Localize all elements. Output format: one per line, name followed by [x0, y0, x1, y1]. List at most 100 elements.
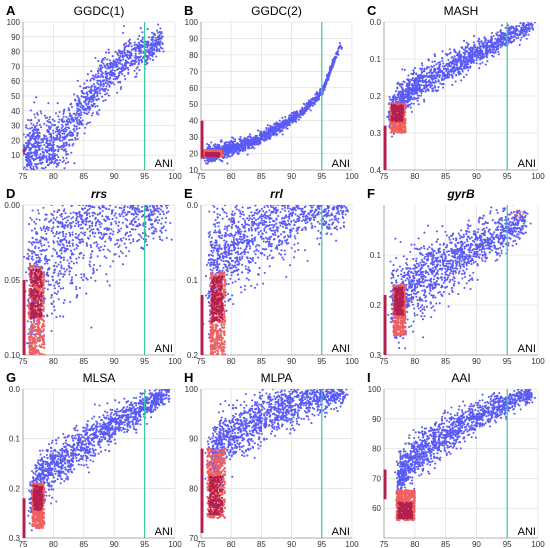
point-within-genus	[147, 43, 150, 46]
point-within-genus	[26, 163, 29, 166]
y-tick-label: 70	[11, 62, 20, 71]
point-within-genus	[410, 102, 413, 105]
point-within-genus	[33, 153, 36, 156]
point-within-genus	[310, 98, 313, 101]
point-within-genus	[67, 120, 70, 124]
point-within-genus	[101, 72, 104, 75]
point-within-genus	[24, 135, 27, 139]
point-within-genus	[501, 43, 505, 46]
point-within-genus	[454, 63, 457, 66]
point-within-genus	[244, 143, 247, 146]
point-within-genus	[99, 85, 102, 88]
point-within-genus	[24, 126, 28, 129]
point-within-genus	[318, 95, 321, 98]
point-overlap	[218, 153, 221, 156]
point-within-genus	[31, 172, 33, 174]
point-within-genus	[104, 87, 107, 90]
point-within-genus	[489, 41, 492, 44]
point-within-genus	[74, 116, 77, 119]
point-within-genus	[35, 96, 38, 99]
point-within-genus	[59, 159, 62, 162]
point-within-genus	[513, 35, 516, 38]
point-within-genus	[306, 107, 309, 110]
y-tick-label: 20	[189, 150, 198, 159]
point-within-genus	[117, 72, 120, 75]
point-within-genus	[25, 156, 29, 159]
point-within-genus	[412, 102, 415, 105]
point-within-genus	[76, 116, 79, 119]
point-within-genus	[225, 151, 228, 154]
point-within-genus	[448, 61, 452, 64]
point-within-genus	[36, 113, 39, 116]
point-within-genus	[51, 118, 54, 121]
point-within-genus	[112, 78, 115, 81]
point-within-genus	[96, 111, 99, 114]
point-within-genus	[126, 66, 129, 69]
point-within-genus	[410, 72, 413, 75]
point-within-genus	[68, 112, 71, 115]
point-within-genus	[468, 53, 471, 56]
point-within-genus	[515, 37, 518, 40]
point-within-genus	[256, 137, 260, 140]
point-within-genus	[268, 130, 271, 133]
point-within-genus	[522, 22, 525, 24]
point-within-genus	[479, 58, 482, 61]
point-within-genus	[118, 62, 121, 65]
point-within-genus	[128, 41, 131, 44]
point-within-genus	[58, 133, 61, 136]
point-within-genus	[32, 144, 35, 148]
point-within-genus	[46, 158, 49, 162]
point-within-genus	[35, 163, 38, 166]
point-overlap	[215, 152, 218, 155]
point-within-genus	[153, 52, 156, 55]
point-within-genus	[155, 38, 158, 41]
point-within-genus	[393, 93, 396, 97]
point-within-genus	[234, 138, 237, 141]
point-within-genus	[105, 77, 108, 80]
point-within-genus	[29, 151, 32, 154]
point-within-genus	[416, 80, 420, 83]
point-within-genus	[47, 120, 50, 124]
point-within-genus	[112, 66, 115, 69]
x-tick-label: 95	[140, 172, 149, 181]
point-within-genus	[452, 72, 455, 75]
point-within-genus	[67, 132, 70, 135]
point-within-genus	[441, 57, 444, 60]
point-within-genus	[98, 109, 101, 112]
point-within-genus	[94, 89, 97, 92]
point-within-genus	[475, 57, 478, 60]
point-within-genus	[463, 66, 466, 69]
point-within-genus	[106, 83, 109, 86]
point-within-genus	[527, 33, 530, 36]
x-tick-label: 75	[380, 172, 389, 181]
point-within-genus	[55, 126, 59, 129]
point-within-genus	[446, 68, 449, 71]
point-within-genus	[36, 122, 39, 125]
point-within-genus	[79, 105, 82, 109]
point-within-genus	[30, 168, 34, 170]
point-within-genus	[240, 141, 243, 145]
point-within-genus	[415, 81, 418, 84]
point-within-genus	[95, 99, 98, 102]
point-within-genus	[40, 191, 42, 193]
point-within-genus	[481, 41, 484, 45]
point-within-genus	[303, 112, 306, 115]
point-within-genus	[456, 52, 460, 55]
point-within-genus	[455, 74, 458, 77]
y-tick-label: 10	[189, 166, 198, 175]
point-within-genus	[518, 43, 521, 46]
y-tick-label: 80	[11, 48, 20, 57]
point-within-genus	[442, 78, 445, 81]
point-within-genus	[301, 106, 304, 109]
point-within-genus	[246, 153, 249, 156]
point-within-genus	[112, 60, 115, 63]
point-within-genus	[465, 66, 468, 70]
point-within-genus	[49, 144, 53, 147]
point-within-genus	[405, 100, 408, 103]
point-within-genus	[26, 118, 29, 122]
point-within-genus	[47, 102, 50, 105]
point-within-genus	[333, 60, 336, 63]
point-within-genus	[413, 67, 416, 70]
point-within-genus	[314, 93, 317, 96]
point-within-genus	[101, 95, 104, 98]
